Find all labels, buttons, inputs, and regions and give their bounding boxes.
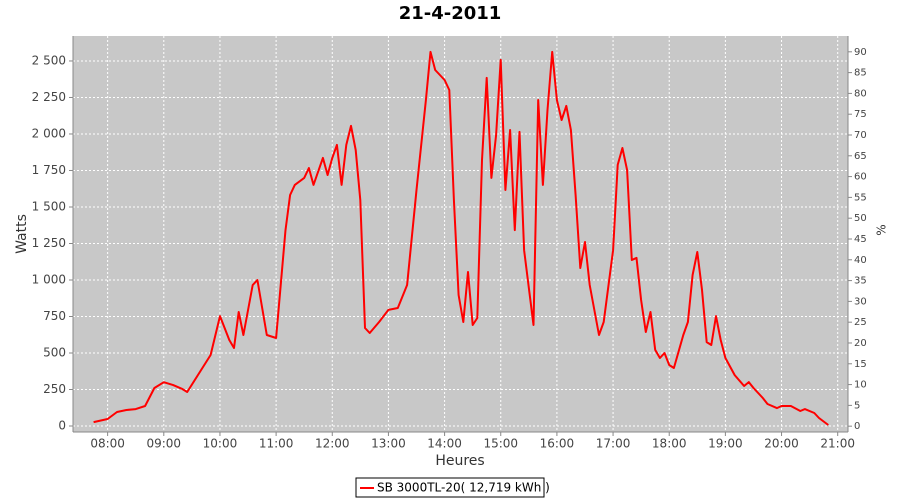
y2-tick-label: 40 [854,255,867,266]
y2-tick-label: 20 [854,338,867,349]
y2-tick-label: 10 [854,380,867,391]
y2-tick-label: 90 [854,47,867,58]
x-tick-label: 16:00 [540,437,575,451]
y2-tick-label: 15 [854,359,867,370]
y2-tick-label: 0 [854,421,860,432]
y2-tick-label: 85 [854,68,867,79]
x-tick-label: 21:00 [820,437,855,451]
y2-tick-label: 65 [854,151,867,162]
y-tick-label: 750 [43,309,66,323]
y-tick-label: 1 750 [32,163,66,177]
y2-tick-label: 35 [854,276,867,287]
legend-label: SB 3000TL-20( 12,719 kWh ) [377,481,550,495]
x-tick-label: 12:00 [315,437,350,451]
y-tick-label: 1 500 [32,199,66,213]
legend-box [355,477,545,498]
y-axis-label: Watts [14,214,30,254]
x-tick-label: 09:00 [146,437,181,451]
x-tick-label: 08:00 [90,437,125,451]
y-tick-label: 500 [43,346,66,360]
y-tick-label: 2 250 [32,90,66,104]
plot-area [73,36,848,432]
x-tick-label: 10:00 [203,437,238,451]
x-tick-label: 18:00 [652,437,687,451]
y2-tick-label: 70 [854,130,867,141]
y-tick-label: 2 000 [32,126,66,140]
y2-tick-label: 60 [854,172,867,183]
y-tick-label: 1 000 [32,272,66,286]
y2-tick-label: 45 [854,234,867,245]
y-tick-label: 2 500 [32,53,66,67]
y2-axis-label: % [875,224,889,235]
y2-tick-label: 80 [854,88,867,99]
y2-tick-label: 5 [854,400,860,411]
y2-tick-label: 75 [854,109,867,120]
x-tick-label: 14:00 [427,437,462,451]
y2-tick-label: 55 [854,192,867,203]
x-tick-label: 15:00 [483,437,518,451]
series-line [93,50,829,426]
x-tick-label: 20:00 [764,437,799,451]
y-tick-label: 1 250 [32,236,66,250]
x-tick-label: 13:00 [371,437,406,451]
y2-tick-label: 50 [854,213,867,224]
y2-tick-label: 30 [854,296,867,307]
x-tick-label: 17:00 [596,437,631,451]
legend [355,477,545,498]
x-tick-label: 19:00 [708,437,743,451]
y2-tick-label: 25 [854,317,867,328]
chart-title: 21-4-2011 [399,3,502,24]
y-tick-label: 250 [43,382,66,396]
x-axis-label: Heures [435,453,484,469]
y-tick-label: 0 [58,419,66,433]
x-tick-label: 11:00 [259,437,294,451]
